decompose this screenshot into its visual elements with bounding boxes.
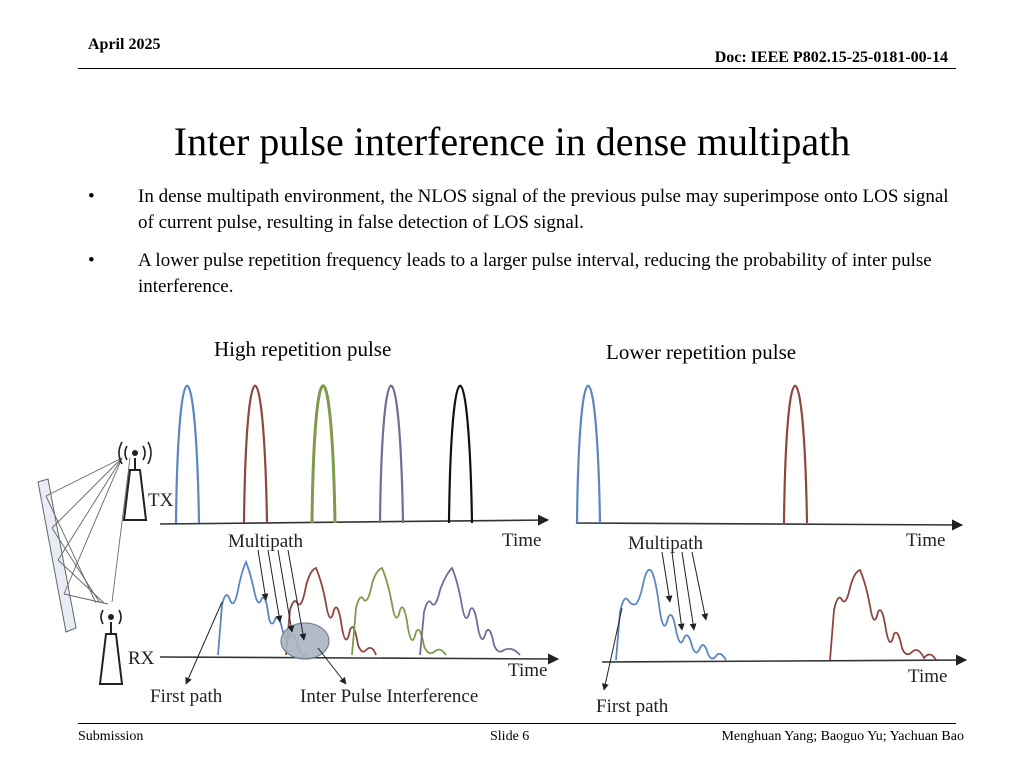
right-multipath-label: Multipath (628, 533, 703, 554)
footer-submission: Submission (78, 729, 144, 744)
left-rx-axis (159, 653, 560, 665)
header-doc-id: Doc: IEEE P802.15-25-0181-00-14 (714, 49, 948, 66)
bullet-text: In dense multipath environment, the NLOS… (138, 186, 949, 233)
right-rx-time-label: Time (908, 666, 947, 687)
left-multipath-label: Multipath (228, 531, 303, 552)
bullet-item: • A lower pulse repetition frequency lea… (88, 248, 968, 300)
high-repetition-title: High repetition pulse (214, 337, 392, 361)
left-tx-pulses (174, 384, 474, 524)
right-tx-pulses (575, 384, 809, 524)
ipi-label: Inter Pulse Interference (300, 686, 478, 707)
tx-antenna-icon (118, 441, 152, 521)
right-first-path-label: First path (596, 696, 669, 717)
ipi-arrow (317, 647, 347, 685)
right-tx-time-label: Time (906, 530, 945, 551)
tx-pulse-blue (575, 384, 602, 524)
tx-pulse-purple (378, 384, 405, 524)
left-rx-time-label: Time (508, 660, 547, 681)
footer-authors: Menghuan Yang; Baoguo Yu; Yachuan Bao (721, 729, 964, 744)
tx-pulse-green (310, 384, 337, 524)
tx-pulse-blue (174, 384, 201, 524)
left-rx-signals (217, 559, 521, 657)
left-first-path-arrow (185, 601, 223, 685)
rx-signal-purple (419, 566, 521, 656)
footer-divider (78, 723, 956, 724)
right-first-path-arrow (601, 607, 623, 691)
reflector-wall (37, 478, 77, 633)
bullet-marker: • (88, 186, 95, 207)
bullet-text: A lower pulse repetition frequency leads… (138, 250, 932, 297)
header-divider (78, 68, 956, 69)
left-first-path-label: First path (150, 686, 223, 707)
tx-pulse-red (242, 384, 269, 524)
rx-label: RX (128, 648, 155, 669)
bullet-item: • In dense multipath environment, the NL… (88, 184, 968, 236)
slide-title: Inter pulse interference in dense multip… (173, 119, 851, 164)
footer-slide-number: Slide 6 (490, 729, 530, 744)
rx-antenna-icon (98, 609, 124, 685)
bullet-marker: • (88, 250, 95, 271)
right-multipath-arrows (661, 551, 709, 631)
left-tx-time-label: Time (502, 530, 541, 551)
tx-label: TX (148, 490, 174, 511)
left-multipath-arrows (257, 549, 307, 641)
reflection-paths (45, 457, 131, 605)
tx-pulse-black (447, 384, 474, 524)
right-rx-signals (615, 568, 937, 661)
rx-signal-green (351, 566, 447, 656)
left-tx-axis (159, 514, 550, 526)
bullet-list: • In dense multipath environment, the NL… (88, 184, 968, 312)
rx-signal-blue (615, 568, 727, 661)
tx-pulse-red (782, 384, 809, 524)
lower-repetition-title: Lower repetition pulse (606, 340, 797, 364)
rx-signal-red (829, 568, 937, 661)
rx-signal-red (285, 566, 377, 656)
header-date: April 2025 (88, 36, 161, 53)
right-rx-axis (601, 654, 968, 666)
right-tx-axis (575, 519, 964, 531)
